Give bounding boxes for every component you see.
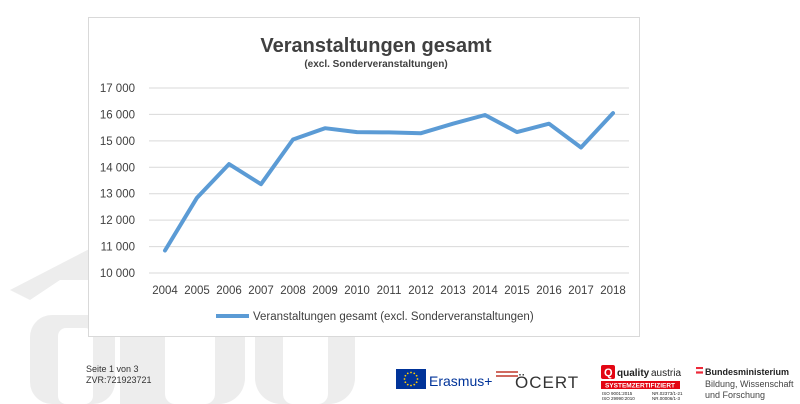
quality-banner-text: SYSTEMZERTIFIZIERT [605, 383, 675, 390]
eu-star [410, 384, 412, 387]
eu-flag-icon [396, 369, 426, 389]
y-tick-label: 16 000 [100, 109, 135, 121]
x-tick-label: 2007 [248, 285, 274, 297]
eu-star [413, 383, 416, 386]
erasmus-label: Erasmus+ [429, 373, 492, 389]
page-info: Seite 1 von 3 ZVR:721923721 [86, 364, 152, 386]
quality-banner [601, 381, 680, 389]
y-axis: 10 000 11 000 12 000 13 000 14 000 15 000 16 0… [100, 83, 135, 280]
y-tick-label: 12 000 [100, 215, 135, 227]
x-tick-label: 2016 [536, 285, 562, 297]
y-tick-label: 15 000 [100, 136, 135, 148]
x-tick-label: 2013 [440, 285, 466, 297]
oecert-logo: ÖCERT [496, 371, 579, 392]
quality-nr-1: NR.02373/1-21 [652, 391, 683, 396]
zvr-number: ZVR:721923721 [86, 375, 152, 385]
x-tick-label: 2015 [504, 285, 530, 297]
chart-subtitle: (excl. Sonderveranstaltungen) [304, 59, 447, 70]
eu-star [406, 372, 409, 375]
legend-label: Veranstaltungen gesamt (excl. Sondervera… [253, 311, 534, 323]
austria-flag-stripe [696, 371, 703, 374]
chart-title: Veranstaltungen gesamt [260, 35, 492, 57]
series-layer [163, 111, 615, 253]
oecert-label: ÖCERT [515, 373, 579, 392]
y-tick-label: 17 000 [100, 83, 135, 95]
x-tick-label: 2006 [216, 285, 242, 297]
chart-container: Veranstaltungen gesamt (excl. Sondervera… [88, 17, 640, 337]
x-tick-label: 2010 [344, 285, 370, 297]
eu-star [403, 378, 406, 380]
ministry-logo: Bundesministerium Bildung, Wissenschaft … [695, 367, 794, 400]
y-tick-label: 11 000 [101, 242, 135, 254]
austria-flag-stripe [695, 369, 704, 372]
quality-iso-1: ISO 9001:2015 [602, 391, 633, 396]
eu-star [416, 378, 419, 380]
quality-brand-a: quality [617, 368, 650, 379]
y-tick-label: 14 000 [100, 162, 135, 174]
y-tick-label: 10 000 [100, 268, 135, 280]
quality-iso-2: ISO 29990:2010 [602, 396, 635, 401]
x-tick-label: 2008 [280, 285, 306, 297]
austria-flag-stripe [696, 367, 703, 370]
x-tick-label: 2004 [152, 285, 178, 297]
quality-q-icon [601, 365, 615, 379]
x-tick-label: 2009 [312, 285, 338, 297]
gridlines [149, 87, 629, 274]
ministry-line-3: und Forschung [705, 390, 765, 400]
x-tick-label: 2011 [377, 285, 402, 297]
x-tick-label: 2018 [600, 285, 626, 297]
legend: Veranstaltungen gesamt (excl. Sondervera… [216, 311, 534, 323]
eu-star [406, 383, 409, 386]
quality-austria-logo: Q quality austria SYSTEMZERTIFIZIERT ISO… [601, 365, 683, 401]
page-number: Seite 1 von 3 [86, 364, 139, 374]
eu-star [404, 374, 407, 377]
eu-star [413, 372, 416, 375]
x-tick-label: 2012 [408, 285, 434, 297]
quality-brand-b: austria [651, 368, 681, 379]
ministry-line-1: Bundesministerium [705, 367, 789, 377]
x-tick-label: 2005 [184, 285, 210, 297]
eu-star [410, 371, 412, 374]
quality-nr-2: NR.00006/1-3 [652, 396, 681, 401]
erasmus-logo: Erasmus+ [396, 369, 492, 389]
line-chart: Veranstaltungen gesamt (excl. Sondervera… [100, 35, 629, 323]
series-line [163, 111, 615, 253]
x-axis: 2004 2005 2006 2007 2008 2009 2010 2011 2012 2013… [152, 285, 626, 297]
eu-star [415, 374, 418, 377]
ministry-line-2: Bildung, Wissenschaft [705, 379, 794, 389]
eu-star [415, 381, 418, 384]
eu-stars-icon [403, 371, 419, 387]
y-tick-label: 13 000 [100, 189, 135, 201]
x-tick-label: 2017 [568, 285, 594, 297]
eu-star [404, 381, 407, 384]
x-tick-label: 2014 [472, 285, 498, 297]
quality-q-glyph: Q [604, 367, 613, 379]
